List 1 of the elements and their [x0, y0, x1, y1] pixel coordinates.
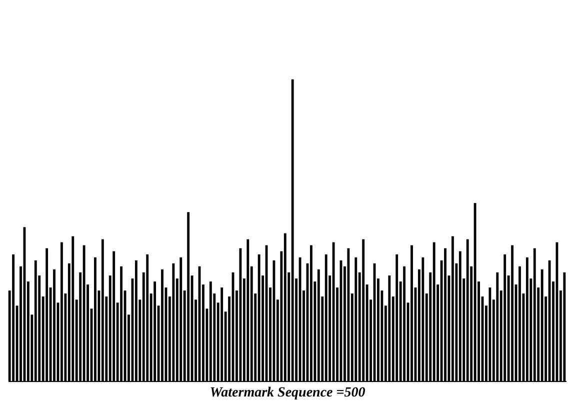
x-axis-title: Watermark Sequence =500 [210, 386, 366, 400]
